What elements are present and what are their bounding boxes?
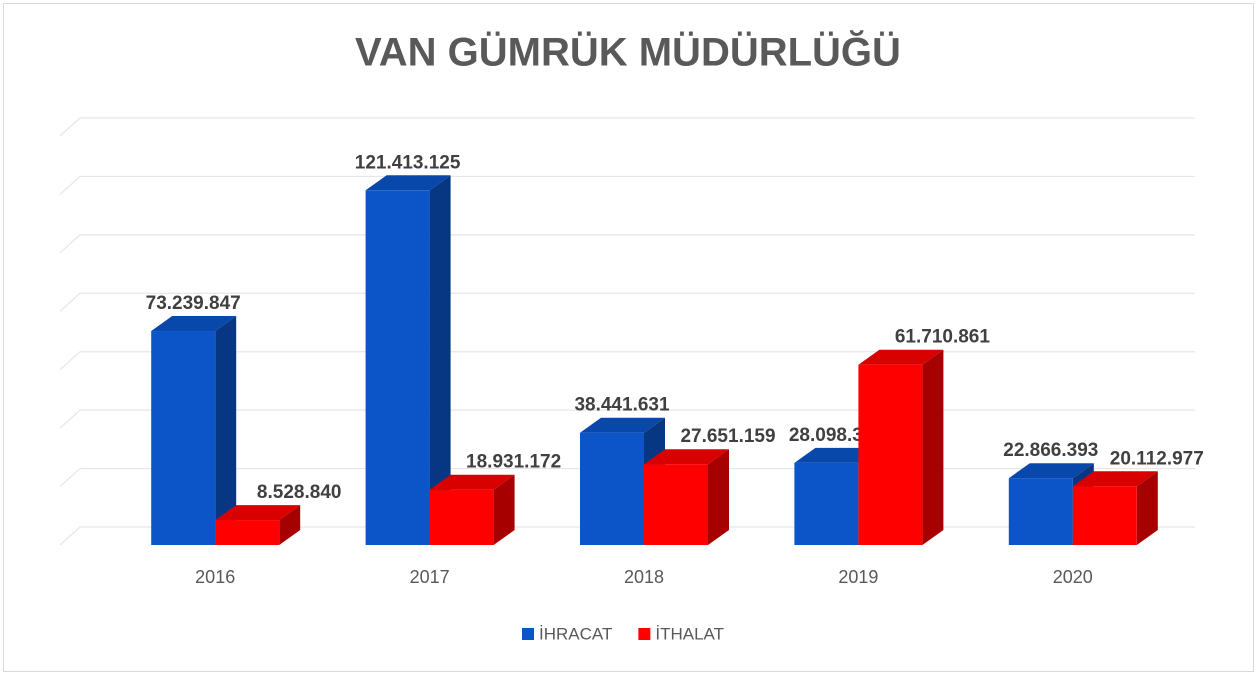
x-tick-label: 2018 <box>624 567 664 587</box>
legend-swatch <box>522 628 534 640</box>
bar-top <box>1008 463 1094 479</box>
bar-front <box>151 331 216 545</box>
x-tick-label: 2016 <box>195 567 235 587</box>
bar-side <box>922 349 944 545</box>
bar-front <box>1072 486 1137 545</box>
bar <box>1072 471 1158 545</box>
bar-side <box>708 449 729 545</box>
x-tick-label: 2017 <box>410 567 450 587</box>
bar <box>858 349 944 545</box>
data-label: 22.866.393 <box>1003 440 1098 461</box>
bar-front <box>580 432 644 545</box>
bar-top <box>644 449 729 465</box>
grid-line <box>59 409 1195 429</box>
x-tick-label: 2020 <box>1053 567 1093 587</box>
bar-front <box>365 190 430 545</box>
bar-top <box>151 316 237 332</box>
data-label: 27.651.159 <box>680 426 775 447</box>
bar-top <box>580 417 665 433</box>
x-tick-label: 2019 <box>838 567 878 587</box>
bar <box>215 505 301 545</box>
data-label: 73.239.847 <box>146 293 241 314</box>
data-label: 18.931.172 <box>466 452 561 473</box>
data-label: 121.413.125 <box>355 152 461 173</box>
grid-line <box>59 234 1195 254</box>
bar-top <box>858 349 944 365</box>
bar-side <box>279 505 301 545</box>
bar-front <box>644 464 708 545</box>
grid-line <box>59 175 1195 195</box>
bar <box>151 316 237 545</box>
chart-title: VAN GÜMRÜK MÜDÜRLÜĞÜ <box>355 29 901 75</box>
bar-side <box>493 474 515 545</box>
data-label: 8.528.840 <box>257 482 342 503</box>
grid-line <box>59 292 1195 312</box>
bar <box>429 474 515 545</box>
bar-front <box>1008 478 1073 545</box>
bar-top <box>794 447 880 463</box>
bar-top <box>365 175 451 191</box>
bar-top <box>429 474 515 490</box>
bar-front <box>215 520 280 545</box>
bar-side <box>1136 471 1158 545</box>
bar-top <box>1072 471 1158 487</box>
data-label: 61.710.861 <box>895 327 991 348</box>
bar-front <box>794 462 859 545</box>
legend-label: İTHALAT <box>655 624 724 643</box>
bar-front <box>858 364 923 545</box>
bar-side <box>429 175 451 545</box>
grid-line <box>59 117 1195 137</box>
bar <box>365 175 451 545</box>
data-label: 38.441.631 <box>574 395 670 416</box>
bar-side <box>215 316 237 545</box>
legend-label: İHRACAT <box>539 624 612 643</box>
grid-line <box>59 351 1195 371</box>
bar-front <box>429 489 494 545</box>
legend-swatch <box>638 628 651 640</box>
bar <box>644 449 729 545</box>
bar-top <box>215 505 301 521</box>
data-label: 20.112.977 <box>1110 448 1204 469</box>
